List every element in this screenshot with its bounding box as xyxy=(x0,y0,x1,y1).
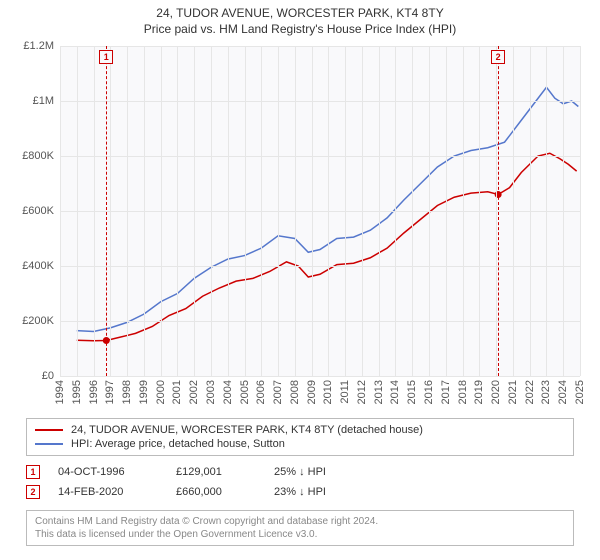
x-tick-label: 2012 xyxy=(356,380,368,404)
x-tick-label: 2017 xyxy=(440,380,452,404)
x-tick-label: 2018 xyxy=(457,380,469,404)
legend-swatch xyxy=(35,443,63,445)
x-tick-label: 2016 xyxy=(423,380,435,404)
sale-price: £660,000 xyxy=(176,486,256,498)
y-tick-label: £400K xyxy=(22,260,54,272)
sale-marker-vline xyxy=(106,46,107,376)
x-tick-label: 1999 xyxy=(138,380,150,404)
sales-list: 1 04-OCT-1996 £129,001 25% ↓ HPI 2 14-FEB-202… xyxy=(26,462,574,502)
x-tick-label: 1998 xyxy=(121,380,133,404)
x-tick-label: 2015 xyxy=(406,380,418,404)
legend: 24, TUDOR AVENUE, WORCESTER PARK, KT4 8T… xyxy=(26,418,574,456)
legend-label: 24, TUDOR AVENUE, WORCESTER PARK, KT4 8T… xyxy=(71,424,423,436)
sale-delta: 25% ↓ HPI xyxy=(274,466,374,478)
plot-region: 12 xyxy=(60,46,580,376)
credits-line-1: Contains HM Land Registry data © Crown c… xyxy=(35,515,565,528)
title-block: 24, TUDOR AVENUE, WORCESTER PARK, KT4 8T… xyxy=(0,0,600,38)
chart-subtitle: Price paid vs. HM Land Registry's House … xyxy=(0,22,600,36)
credits-line-2: This data is licensed under the Open Gov… xyxy=(35,528,565,541)
x-tick-label: 2009 xyxy=(306,380,318,404)
x-axis: 1994199519961997199819992000200120022003… xyxy=(60,378,580,412)
x-tick-label: 2019 xyxy=(473,380,485,404)
y-tick-label: £600K xyxy=(22,205,54,217)
x-tick-label: 2007 xyxy=(272,380,284,404)
x-tick-label: 2025 xyxy=(574,380,586,404)
sale-marker-box: 1 xyxy=(99,50,113,64)
y-tick-label: £800K xyxy=(22,150,54,162)
x-tick-label: 2006 xyxy=(255,380,267,404)
x-tick-label: 2004 xyxy=(222,380,234,404)
legend-label: HPI: Average price, detached house, Sutt… xyxy=(71,438,285,450)
y-tick-label: £1.2M xyxy=(23,40,54,52)
x-tick-label: 2020 xyxy=(490,380,502,404)
x-tick-label: 2003 xyxy=(205,380,217,404)
sale-marker-vline xyxy=(498,46,499,376)
x-tick-label: 2008 xyxy=(289,380,301,404)
sale-price: £129,001 xyxy=(176,466,256,478)
x-tick-label: 2023 xyxy=(540,380,552,404)
y-tick-label: £1M xyxy=(33,95,54,107)
x-tick-label: 2005 xyxy=(239,380,251,404)
legend-swatch xyxy=(35,429,63,431)
y-tick-label: £200K xyxy=(22,315,54,327)
x-tick-label: 2021 xyxy=(507,380,519,404)
x-tick-label: 2013 xyxy=(373,380,385,404)
chart-area: £0£200K£400K£600K£800K£1M£1.2M 12 199419… xyxy=(10,42,590,412)
x-tick-label: 2011 xyxy=(339,380,351,404)
legend-row: HPI: Average price, detached house, Sutt… xyxy=(35,437,565,451)
y-tick-label: £0 xyxy=(42,370,54,382)
sale-marker-box: 2 xyxy=(491,50,505,64)
x-tick-label: 2002 xyxy=(188,380,200,404)
x-tick-label: 2000 xyxy=(155,380,167,404)
sale-row: 2 14-FEB-2020 £660,000 23% ↓ HPI xyxy=(26,482,574,502)
x-tick-label: 2022 xyxy=(524,380,536,404)
x-tick-label: 1994 xyxy=(54,380,66,404)
sale-date: 04-OCT-1996 xyxy=(58,466,158,478)
sale-row: 1 04-OCT-1996 £129,001 25% ↓ HPI xyxy=(26,462,574,482)
x-tick-label: 2001 xyxy=(171,380,183,404)
x-tick-label: 1995 xyxy=(71,380,83,404)
x-tick-label: 2010 xyxy=(322,380,334,404)
legend-row: 24, TUDOR AVENUE, WORCESTER PARK, KT4 8T… xyxy=(35,423,565,437)
x-tick-label: 2014 xyxy=(389,380,401,404)
credits: Contains HM Land Registry data © Crown c… xyxy=(26,510,574,546)
x-tick-label: 1996 xyxy=(88,380,100,404)
x-tick-label: 1997 xyxy=(104,380,116,404)
sale-row-marker: 1 xyxy=(26,465,40,479)
x-tick-label: 2024 xyxy=(557,380,569,404)
chart-title: 24, TUDOR AVENUE, WORCESTER PARK, KT4 8T… xyxy=(0,6,600,20)
sale-delta: 23% ↓ HPI xyxy=(274,486,374,498)
y-axis: £0£200K£400K£600K£800K£1M£1.2M xyxy=(10,46,56,376)
sale-date: 14-FEB-2020 xyxy=(58,486,158,498)
series-line-property xyxy=(77,153,577,341)
sale-row-marker: 2 xyxy=(26,485,40,499)
